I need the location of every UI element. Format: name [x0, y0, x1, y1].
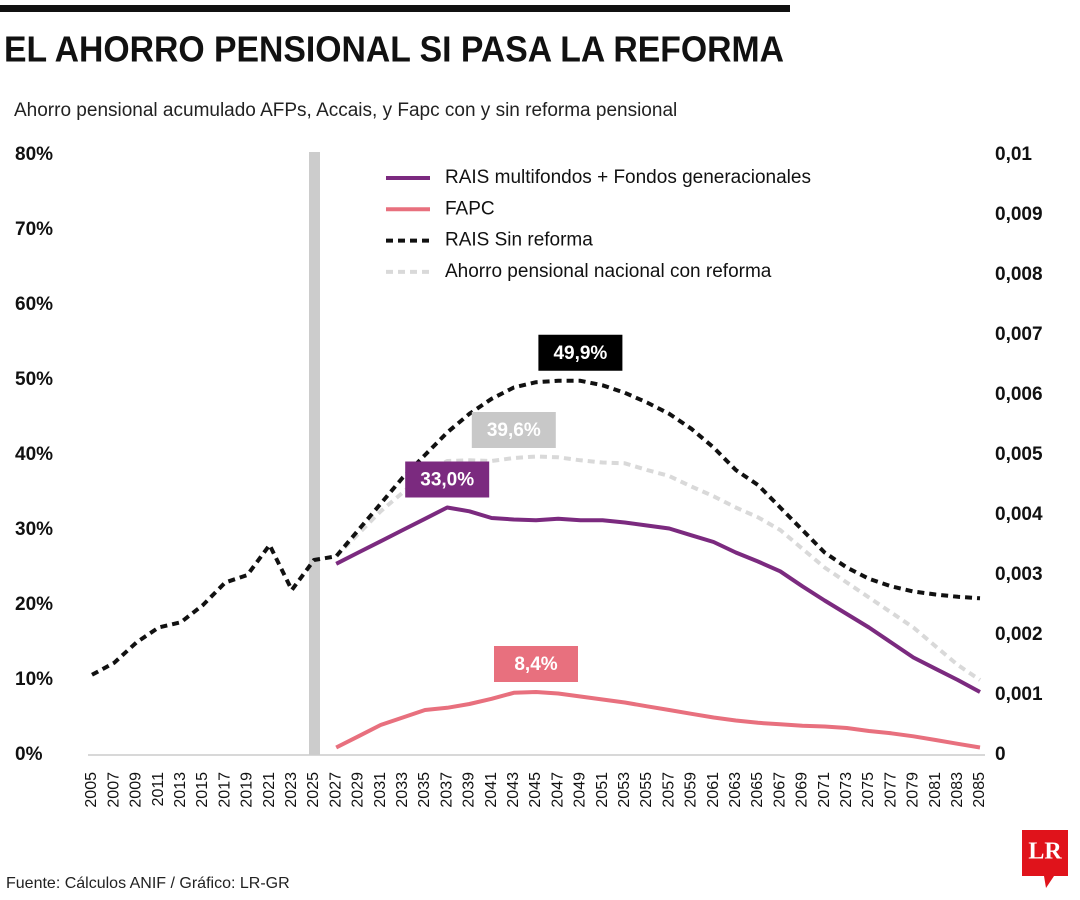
x-tick-label: 2043 [505, 772, 522, 808]
x-tick-label: 2059 [683, 772, 700, 808]
legend-label: RAIS multifondos + Fondos generacionales [445, 167, 811, 188]
x-tick-label: 2055 [638, 772, 655, 808]
y2-tick-label: 0,009 [995, 204, 1043, 225]
x-tick-label: 2025 [305, 772, 322, 808]
x-tick-label: 2047 [549, 772, 566, 808]
annotation-box [471, 412, 556, 448]
x-tick-label: 2041 [483, 772, 500, 808]
series-line [91, 378, 981, 677]
x-tick-label: 2021 [261, 772, 278, 808]
x-tick-label: 2017 [216, 772, 233, 808]
logo-box [1022, 830, 1068, 888]
y2-tick-label: 0,008 [995, 264, 1043, 285]
x-tick-label: 2081 [927, 772, 944, 808]
x-tick-label: 2071 [816, 772, 833, 808]
annotation-label: 39,6% [487, 420, 541, 441]
x-tick-label: 2063 [727, 772, 744, 808]
x-tick-label: 2023 [283, 772, 300, 808]
y2-tick-label: 0,01 [995, 144, 1032, 165]
x-tick-label: 2053 [616, 772, 633, 808]
chart-title: EL AHORRO PENSIONAL SI PASA LA REFORMA [4, 29, 784, 70]
x-tick-label: 2019 [239, 772, 256, 808]
annotation-label: 49,9% [553, 343, 607, 364]
x-tick-label: 2051 [594, 772, 611, 808]
x-tick-label: 2009 [128, 772, 145, 808]
y2-tick-label: 0,006 [995, 384, 1043, 405]
x-tick-label: 2069 [794, 772, 811, 808]
x-tick-label: 2065 [749, 772, 766, 808]
y-tick-label: 80% [15, 144, 53, 165]
y2-tick-label: 0,003 [995, 564, 1043, 585]
x-tick-label: 2027 [327, 772, 344, 808]
x-tick-label: 2061 [705, 772, 722, 808]
x-tick-label: 2045 [527, 772, 544, 808]
annotation-box [538, 334, 623, 371]
annotation-label: 8,4% [514, 654, 557, 675]
legend-label: FAPC [445, 198, 495, 219]
x-tick-label: 2005 [83, 772, 100, 808]
x-tick-label: 2013 [172, 772, 189, 808]
y2-tick-label: 0,001 [995, 684, 1043, 705]
annotation-box [405, 461, 490, 498]
top-bar [0, 5, 790, 12]
legend-label: RAIS Sin reforma [445, 230, 593, 251]
y-tick-label: 10% [15, 669, 53, 690]
y2-tick-label: 0,005 [995, 444, 1043, 465]
x-tick-label: 2039 [461, 772, 478, 808]
x-tick-label: 2033 [394, 772, 411, 808]
x-tick-label: 2029 [350, 772, 367, 808]
legend-label: Ahorro pensional nacional con reforma [445, 261, 772, 282]
x-tick-label: 2011 [150, 772, 167, 807]
x-tick-label: 2035 [416, 772, 433, 808]
logo: LR [1028, 839, 1062, 865]
x-tick-label: 2077 [882, 772, 899, 808]
x-tick-label: 2057 [660, 772, 677, 808]
x-tick-label: 2049 [572, 772, 589, 808]
x-tick-label: 2031 [372, 772, 389, 808]
y-tick-label: 60% [15, 294, 53, 315]
x-tick-label: 2007 [105, 772, 122, 808]
annotation-label: 33,0% [420, 470, 474, 491]
chart-subtitle: Ahorro pensional acumulado AFPs, Accais,… [14, 100, 677, 121]
series-line [335, 690, 981, 750]
y-tick-label: 70% [15, 219, 53, 240]
x-tick-label: 2079 [905, 772, 922, 808]
y2-tick-label: 0 [995, 744, 1006, 765]
y2-tick-label: 0,004 [995, 504, 1043, 525]
source: Fuente: Cálculos ANIF / Gráfico: LR-GR [6, 875, 290, 892]
x-tick-label: 2073 [838, 772, 855, 808]
y2-tick-label: 0,007 [995, 324, 1043, 345]
annotation-box [494, 646, 578, 682]
series-line [335, 505, 981, 694]
y-tick-label: 50% [15, 369, 53, 390]
x-tick-label: 2085 [971, 772, 988, 808]
y-tick-label: 0% [15, 744, 43, 765]
y-tick-label: 30% [15, 519, 53, 540]
x-tick-label: 2015 [194, 772, 211, 808]
y2-tick-label: 0,002 [995, 624, 1043, 645]
x-tick-label: 2083 [949, 772, 966, 808]
x-tick-label: 2067 [771, 772, 788, 808]
reform-marker [309, 152, 320, 755]
y-tick-label: 20% [15, 594, 53, 615]
x-tick-label: 2037 [438, 772, 455, 808]
x-tick-label: 2075 [860, 772, 877, 808]
y-tick-label: 40% [15, 444, 53, 465]
